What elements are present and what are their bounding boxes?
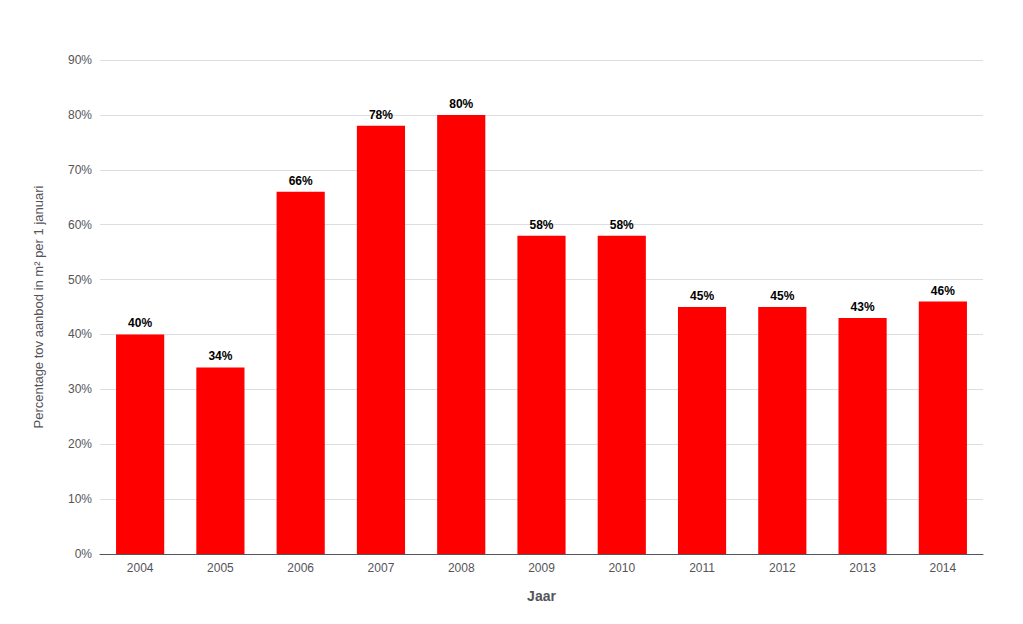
svg-text:80%: 80% <box>449 97 473 111</box>
svg-text:50%: 50% <box>68 273 92 287</box>
svg-text:2004: 2004 <box>127 561 154 575</box>
svg-text:78%: 78% <box>369 108 393 122</box>
svg-text:20%: 20% <box>68 437 92 451</box>
svg-text:40%: 40% <box>128 316 152 330</box>
svg-text:30%: 30% <box>68 382 92 396</box>
svg-text:58%: 58% <box>529 218 553 232</box>
svg-text:45%: 45% <box>770 289 794 303</box>
svg-text:43%: 43% <box>851 300 875 314</box>
svg-text:0%: 0% <box>75 547 93 561</box>
svg-text:58%: 58% <box>610 218 634 232</box>
svg-text:70%: 70% <box>68 163 92 177</box>
svg-text:45%: 45% <box>690 289 714 303</box>
svg-text:2013: 2013 <box>849 561 876 575</box>
svg-text:2008: 2008 <box>448 561 475 575</box>
svg-text:46%: 46% <box>931 284 955 298</box>
svg-text:2011: 2011 <box>689 561 715 575</box>
svg-text:Percentage tov aanbod in m² pe: Percentage tov aanbod in m² per 1 januar… <box>31 185 46 428</box>
svg-text:80%: 80% <box>68 108 92 122</box>
svg-text:2006: 2006 <box>287 561 314 575</box>
svg-text:2005: 2005 <box>207 561 234 575</box>
svg-text:2007: 2007 <box>368 561 395 575</box>
svg-text:2012: 2012 <box>769 561 796 575</box>
svg-text:90%: 90% <box>68 53 92 67</box>
svg-text:66%: 66% <box>289 174 313 188</box>
svg-text:2014: 2014 <box>930 561 957 575</box>
svg-text:Jaar: Jaar <box>527 588 556 604</box>
svg-text:60%: 60% <box>68 218 92 232</box>
svg-text:2010: 2010 <box>608 561 635 575</box>
svg-text:40%: 40% <box>68 327 92 341</box>
svg-text:2009: 2009 <box>528 561 555 575</box>
svg-text:10%: 10% <box>68 492 92 506</box>
svg-text:34%: 34% <box>208 349 232 363</box>
